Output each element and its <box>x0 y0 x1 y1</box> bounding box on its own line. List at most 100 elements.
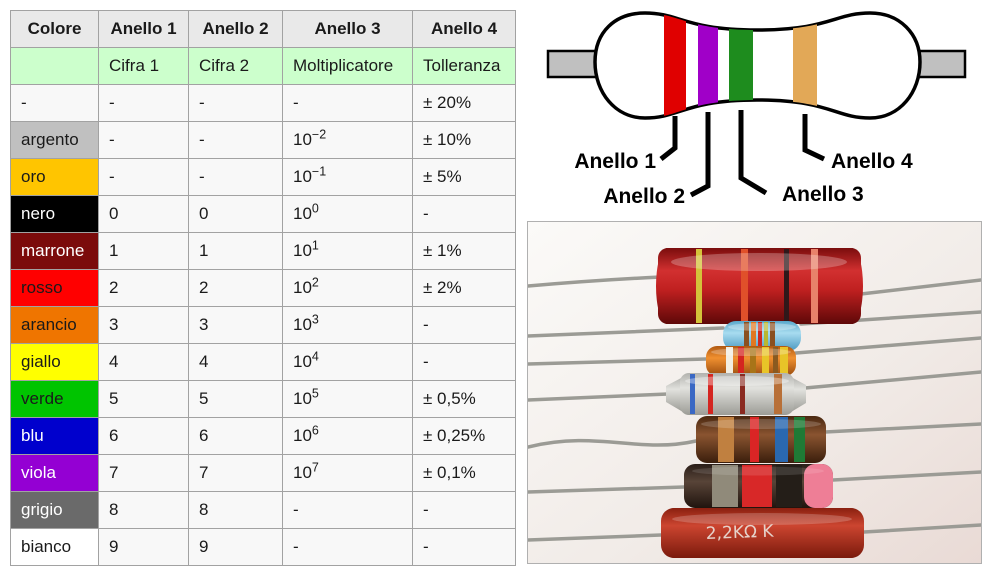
photo-resistor-light-blue <box>723 321 801 351</box>
tolleranza-cell: ± 5% <box>412 158 516 196</box>
band <box>738 347 744 375</box>
cifra2-cell: 7 <box>188 454 283 492</box>
band <box>740 374 745 414</box>
lead-wire <box>862 523 981 534</box>
tolleranza-cell: ± 2% <box>412 269 516 307</box>
moltiplicatore-cell: 102 <box>282 269 413 307</box>
color-swatch-cell: - <box>10 84 99 122</box>
table-row: marrone 1 1 101 ± 1% <box>10 232 516 270</box>
lead-wire <box>794 336 981 355</box>
cifra1-cell: 0 <box>98 195 189 233</box>
table-header-row: Colore Anello 1 Anello 2 Anello 3 Anello… <box>10 10 516 48</box>
band-anello-2 <box>698 13 718 118</box>
color-swatch-cell: marrone <box>10 232 99 270</box>
band <box>773 347 778 375</box>
lead-wire <box>803 370 981 390</box>
resistor-color-code-table: Colore Anello 1 Anello 2 Anello 3 Anello… <box>10 10 516 566</box>
tolleranza-cell: ± 10% <box>412 121 516 159</box>
table-row: giallo 4 4 104- <box>10 343 516 381</box>
cifra1-cell: 8 <box>98 491 189 529</box>
moltiplicatore-cell: 10−1 <box>282 158 413 196</box>
table-row: viola 7 7 107 ± 0,1% <box>10 454 516 492</box>
band <box>741 249 748 323</box>
photo-resistor-light-gray <box>666 373 806 415</box>
color-swatch-cell: arancio <box>10 306 99 344</box>
tolleranza-cell: - <box>412 306 516 344</box>
color-swatch-cell: nero <box>10 195 99 233</box>
exponent: 5 <box>311 386 319 401</box>
tolleranza-cell: ± 20% <box>412 84 516 122</box>
band <box>775 417 788 462</box>
cifra1-cell: 1 <box>98 232 189 270</box>
tolleranza-cell: - <box>412 195 516 233</box>
table-subheader-row: Cifra 1 Cifra 2 Moltiplicatore Tolleranz… <box>10 47 516 85</box>
lead-wire <box>528 357 708 366</box>
photo-resistor-dark-brown <box>684 464 833 508</box>
moltiplicatore-cell: 101 <box>282 232 413 270</box>
exponent: 0 <box>311 201 319 216</box>
cifra2-cell: 4 <box>188 343 283 381</box>
cifra2-cell: - <box>188 158 283 196</box>
tolleranza-cell: - <box>412 343 516 381</box>
band <box>744 322 749 350</box>
band <box>742 465 772 507</box>
table-row: nero 0 0 100- <box>10 195 516 233</box>
lead-wire <box>528 485 686 494</box>
leader-line-anello-3 <box>738 110 768 196</box>
col-header-anello-3: Anello 3 <box>282 10 413 48</box>
moltiplicatore-cell: 107 <box>282 454 413 492</box>
cifra2-cell: 3 <box>188 306 283 344</box>
lead-wire <box>528 275 663 288</box>
band <box>780 347 788 375</box>
moltiplicatore-cell: 106 <box>282 417 413 455</box>
subheader-cifra-2: Cifra 2 <box>188 47 283 85</box>
cifra1-cell: 3 <box>98 306 189 344</box>
color-swatch-cell: blu <box>10 417 99 455</box>
band-anello-4 <box>793 13 817 118</box>
cifra1-cell: - <box>98 121 189 159</box>
photo-resistor-brown <box>696 416 826 463</box>
leader-line-anello-2 <box>689 112 711 198</box>
band <box>770 322 775 350</box>
label-anello-3: Anello 3 <box>782 183 864 206</box>
band <box>784 249 789 323</box>
table-row: grigio 8 8- - <box>10 491 516 529</box>
color-swatch-cell: bianco <box>10 528 99 566</box>
cifra2-cell: 0 <box>188 195 283 233</box>
band <box>794 417 805 462</box>
tolleranza-cell: - <box>412 491 516 529</box>
band <box>696 249 702 323</box>
cifra1-cell: 2 <box>98 269 189 307</box>
resistors-photo: 2,2KΩ K <box>527 221 982 564</box>
cifra2-cell: 5 <box>188 380 283 418</box>
cifra1-cell: - <box>98 84 189 122</box>
table-row: - - - - ± 20% <box>10 84 516 122</box>
cifra2-cell: 9 <box>188 528 283 566</box>
band-anello-3 <box>729 13 753 118</box>
moltiplicatore-cell: 10−2 <box>282 121 413 159</box>
leader-line-anello-4 <box>802 114 826 162</box>
band-anello-1 <box>664 13 686 118</box>
color-swatch-cell: grigio <box>10 491 99 529</box>
lead-wires <box>528 275 981 542</box>
exponent: −1 <box>311 164 327 179</box>
tolleranza-cell: ± 0,1% <box>412 454 516 492</box>
color-swatch-cell: rosso <box>10 269 99 307</box>
table-row: arancio 3 3 103- <box>10 306 516 344</box>
tolleranza-cell: ± 0,5% <box>412 380 516 418</box>
band <box>804 464 833 508</box>
color-swatch-cell: giallo <box>10 343 99 381</box>
cifra2-cell: 1 <box>188 232 283 270</box>
cifra2-cell: 8 <box>188 491 283 529</box>
cifra2-cell: 6 <box>188 417 283 455</box>
band <box>811 249 818 323</box>
resistor-body <box>593 11 922 120</box>
lead-wire <box>528 438 698 449</box>
cifra2-cell: - <box>188 121 283 159</box>
moltiplicatore-cell: - <box>282 491 413 529</box>
lead-wire <box>859 278 981 296</box>
col-header-anello-1: Anello 1 <box>98 10 189 48</box>
table-row: argento - -10−2 ± 10% <box>10 121 516 159</box>
band <box>750 347 756 375</box>
label-anello-1: Anello 1 <box>574 150 656 173</box>
